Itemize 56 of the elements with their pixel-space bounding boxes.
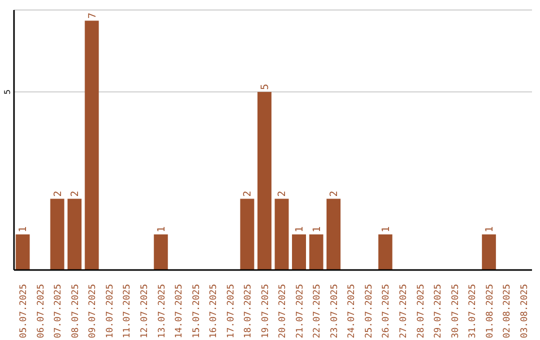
x-tick-label: 23.07.2025 [330, 284, 340, 338]
x-tick-label: 01.08.2025 [485, 284, 496, 338]
data-label: 1 [312, 226, 323, 232]
x-tick-label: 16.07.2025 [209, 284, 220, 338]
x-tick-label: 11.07.2025 [122, 284, 133, 338]
x-tick-label: 19.07.2025 [260, 284, 271, 338]
data-label: 7 [87, 12, 98, 19]
x-tick-label: 13.07.2025 [157, 284, 168, 338]
x-tick-label: 27.07.2025 [399, 284, 409, 338]
bar [68, 198, 82, 270]
x-tick-label: 03.08.2025 [520, 284, 530, 338]
x-tick-label: 06.07.2025 [36, 284, 46, 338]
x-tick-label: 18.07.2025 [244, 284, 254, 338]
x-tick-label: 25.07.2025 [364, 284, 374, 338]
x-tick-label: 15.07.2025 [192, 284, 202, 338]
bar [326, 198, 341, 270]
data-label: 2 [52, 190, 64, 197]
data-label: 1 [156, 226, 168, 232]
x-tick-label: 24.07.2025 [347, 284, 358, 338]
data-label: 5 [260, 84, 271, 90]
x-tick-label: 30.07.2025 [450, 284, 461, 338]
x-tick-label: 26.07.2025 [382, 284, 392, 338]
x-tick-label: 20.07.2025 [278, 284, 288, 338]
data-label: 2 [242, 190, 254, 197]
data-label: 1 [484, 226, 496, 232]
x-tick-label: 02.08.2025 [502, 284, 513, 338]
bar [84, 20, 99, 270]
bar [309, 234, 324, 270]
bar [154, 234, 168, 270]
x-tick-label: 31.07.2025 [468, 284, 478, 338]
x-tick-label: 22.07.2025 [312, 284, 323, 338]
bar [378, 234, 392, 270]
x-tick-label: 21.07.2025 [295, 284, 306, 338]
x-tick-label: 12.07.2025 [140, 284, 150, 338]
x-tick-label: 29.07.2025 [434, 284, 444, 338]
bar [16, 234, 30, 270]
bar [274, 198, 289, 270]
data-label: 1 [294, 226, 306, 232]
x-tick-label: 09.07.2025 [88, 284, 98, 338]
x-tick-label: 07.07.2025 [54, 284, 64, 338]
bar [240, 198, 254, 270]
x-tick-label: 05.07.2025 [19, 284, 30, 338]
x-tick-label: 28.07.2025 [416, 284, 426, 338]
data-label: 1 [18, 226, 30, 232]
x-tick-label: 17.07.2025 [226, 284, 236, 338]
data-label: 2 [277, 190, 288, 197]
x-tick-label: 10.07.2025 [105, 284, 116, 338]
bar [50, 198, 64, 270]
data-label: 2 [329, 190, 340, 197]
data-label: 1 [380, 226, 392, 232]
bar [292, 234, 306, 270]
bar [257, 92, 272, 270]
x-tick-label: 08.07.2025 [70, 284, 81, 338]
data-label: 2 [70, 190, 82, 197]
x-tick-label: 14.07.2025 [174, 284, 185, 338]
bar [482, 234, 496, 270]
